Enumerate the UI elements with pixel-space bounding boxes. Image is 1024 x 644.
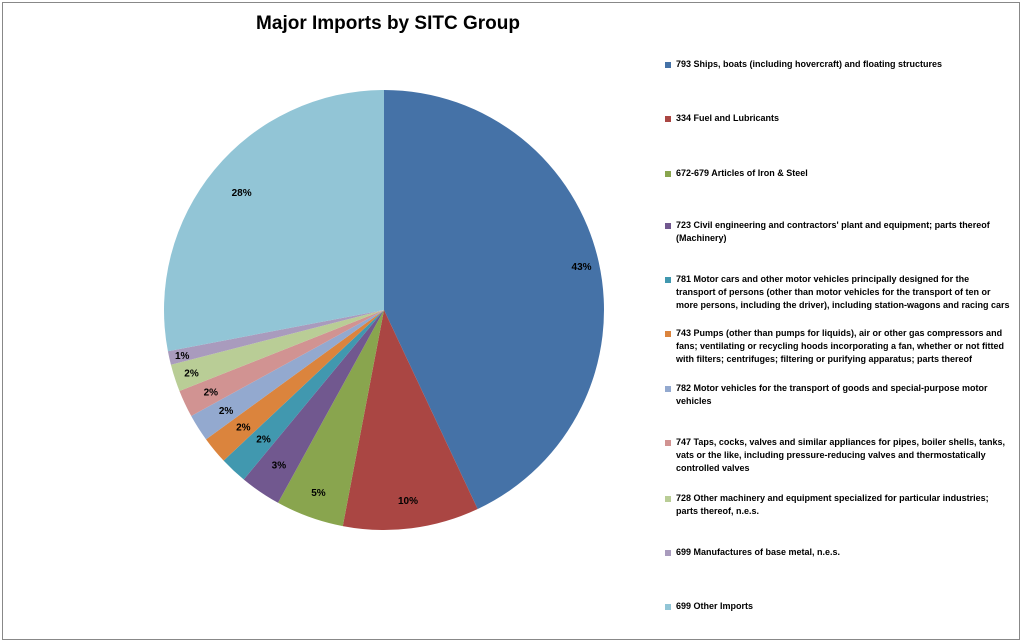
legend-swatch — [665, 604, 671, 610]
legend-item: 793 Ships, boats (including hovercraft) … — [665, 58, 1010, 71]
pie-slice — [164, 90, 384, 352]
legend-label: 781 Motor cars and other motor vehicles … — [676, 274, 1010, 310]
legend-item: 699 Other Imports — [665, 600, 1010, 613]
legend-swatch — [665, 386, 671, 392]
slice-data-label: 2% — [236, 422, 251, 433]
legend-item: 782 Motor vehicles for the transport of … — [665, 382, 1010, 408]
pie-slice — [179, 310, 384, 416]
slice-data-label: 28% — [232, 188, 252, 199]
legend-swatch — [665, 277, 671, 283]
slice-data-label: 2% — [184, 369, 199, 380]
pie-chart: 43%10%5%3%2%2%2%2%2%1%28% — [164, 90, 604, 530]
slice-data-label: 2% — [256, 434, 271, 445]
legend-label: 699 Other Imports — [676, 601, 754, 611]
legend-label: 728 Other machinery and equipment specia… — [676, 493, 989, 516]
pie-slice — [384, 90, 604, 510]
pie-slice — [243, 310, 384, 503]
legend-label: 793 Ships, boats (including hovercraft) … — [676, 59, 943, 69]
slice-data-label: 2% — [219, 406, 234, 417]
legend-label: 672-679 Articles of Iron & Steel — [676, 168, 808, 178]
slice-data-label: 10% — [398, 496, 418, 507]
legend-swatch — [665, 62, 671, 68]
pie-slice — [170, 310, 384, 391]
legend-swatch — [665, 440, 671, 446]
legend: 793 Ships, boats (including hovercraft) … — [665, 3, 1010, 641]
pie-slice — [342, 310, 478, 530]
slice-data-label: 2% — [204, 387, 219, 398]
legend-label: 699 Manufactures of base metal, n.e.s. — [676, 547, 841, 557]
legend-label: 747 Taps, cocks, valves and similar appl… — [676, 437, 1005, 473]
legend-swatch — [665, 223, 671, 229]
pie-slice — [278, 310, 384, 527]
pie-slice — [223, 310, 384, 480]
legend-label: 723 Civil engineering and contractors' p… — [676, 220, 990, 243]
legend-label: 743 Pumps (other than pumps for liquids)… — [676, 328, 1005, 364]
slice-data-label: 43% — [572, 262, 592, 273]
slice-data-label: 1% — [175, 351, 190, 362]
legend-swatch — [665, 116, 671, 122]
legend-swatch — [665, 496, 671, 502]
slice-data-label: 5% — [311, 488, 326, 499]
legend-item: 334 Fuel and Lubricants — [665, 112, 1010, 125]
legend-label: 334 Fuel and Lubricants — [676, 113, 780, 123]
legend-item: 723 Civil engineering and contractors' p… — [665, 219, 1010, 245]
legend-item: 672-679 Articles of Iron & Steel — [665, 167, 1010, 180]
legend-swatch — [665, 550, 671, 556]
legend-item: 728 Other machinery and equipment specia… — [665, 492, 1010, 518]
chart-title: Major Imports by SITC Group — [256, 13, 520, 34]
pie-slice — [167, 310, 384, 365]
legend-label: 782 Motor vehicles for the transport of … — [676, 383, 988, 406]
legend-swatch — [665, 331, 671, 337]
pie-slice — [206, 310, 384, 461]
legend-item: 781 Motor cars and other motor vehicles … — [665, 273, 1010, 312]
legend-item: 747 Taps, cocks, valves and similar appl… — [665, 436, 1010, 475]
legend-item: 699 Manufactures of base metal, n.e.s. — [665, 546, 1010, 559]
pie-slice — [191, 310, 384, 440]
legend-item: 743 Pumps (other than pumps for liquids)… — [665, 327, 1010, 366]
legend-swatch — [665, 171, 671, 177]
slice-data-label: 3% — [272, 461, 287, 472]
